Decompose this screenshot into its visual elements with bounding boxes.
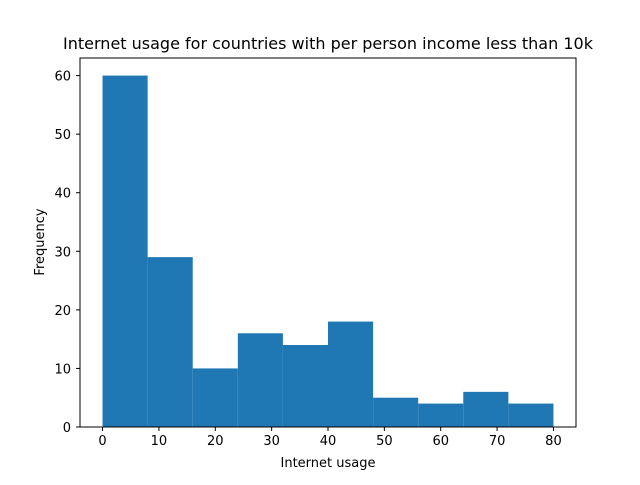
y-tick-label: 10 — [54, 362, 71, 377]
x-axis-label: Internet usage — [281, 456, 376, 471]
y-tick-label: 60 — [54, 70, 71, 85]
y-tick-label: 50 — [54, 128, 71, 143]
y-axis: 0 10 20 30 40 50 60 — [54, 70, 80, 436]
y-tick-label: 30 — [54, 245, 71, 260]
x-tick-label: 20 — [207, 434, 224, 449]
y-tick-label: 20 — [54, 304, 71, 319]
histogram-bar — [463, 391, 509, 427]
y-tick-label: 40 — [54, 187, 71, 202]
histogram-bar — [373, 397, 419, 427]
histogram-bar — [102, 75, 148, 428]
y-axis-label: Frequency — [33, 208, 48, 275]
histogram-bar — [192, 368, 238, 427]
histogram-bar — [418, 403, 464, 427]
x-tick-label: 50 — [376, 434, 393, 449]
x-tick-label: 70 — [489, 434, 506, 449]
x-tick-label: 40 — [320, 434, 337, 449]
x-tick-label: 10 — [151, 434, 168, 449]
x-tick-label: 30 — [263, 434, 280, 449]
histogram-bar — [328, 321, 374, 427]
chart-title: Internet usage for countries with per pe… — [63, 34, 594, 53]
histogram-bar — [282, 345, 328, 427]
bars-group — [102, 75, 554, 428]
x-tick-label: 0 — [98, 434, 106, 449]
histogram-bar — [237, 333, 283, 427]
histogram-bar — [508, 403, 554, 427]
x-tick-label: 60 — [432, 434, 449, 449]
histogram-bar — [147, 257, 193, 427]
x-axis: 0 10 20 30 40 50 60 70 80 — [98, 427, 562, 449]
x-tick-label: 80 — [545, 434, 562, 449]
y-tick-label: 0 — [63, 421, 71, 436]
